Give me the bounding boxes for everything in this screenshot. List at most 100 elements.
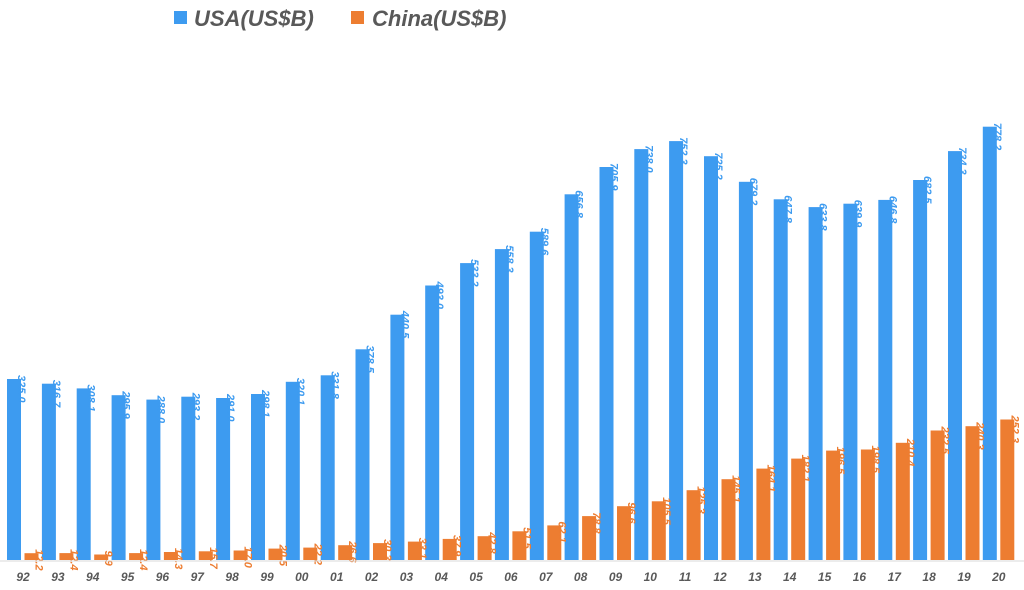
china-bar-96	[163, 552, 178, 560]
usa-bar-06	[494, 249, 509, 560]
usa-data-label-99: 298.1	[259, 389, 271, 418]
usa-bar-20	[982, 126, 997, 560]
china-data-label-04: 37.9	[451, 535, 463, 557]
x-tick-label-09: 09	[609, 570, 623, 584]
x-tick-label-16: 16	[853, 570, 867, 584]
x-tick-label-10: 10	[644, 570, 658, 584]
china-bar-20	[1000, 419, 1015, 560]
x-tick-label-93: 93	[51, 570, 65, 584]
china-data-label-98: 17.0	[242, 547, 254, 569]
china-bar-00	[303, 547, 318, 560]
x-tick-label-07: 07	[539, 570, 554, 584]
china-data-label-00: 22.2	[311, 543, 323, 565]
usa-bar-18	[913, 180, 928, 560]
usa-data-label-92: 325.0	[15, 375, 27, 403]
x-tick-label-18: 18	[922, 570, 936, 584]
x-tick-label-92: 92	[16, 570, 30, 584]
usa-bar-05	[460, 263, 475, 560]
china-bar-08	[582, 516, 597, 560]
china-data-label-14: 182.1	[799, 455, 811, 483]
china-bar-92	[24, 553, 39, 560]
usa-bar-11	[669, 141, 684, 560]
china-data-label-97: 15.7	[207, 547, 219, 569]
china-bar-11	[686, 490, 701, 560]
x-tick-label-04: 04	[435, 570, 449, 584]
usa-data-label-16: 639.9	[851, 200, 863, 228]
usa-data-label-94: 308.1	[85, 384, 97, 412]
usa-data-label-95: 295.9	[120, 390, 132, 419]
x-tick-label-95: 95	[121, 570, 135, 584]
china-bar-09	[617, 506, 631, 560]
x-tick-label-06: 06	[504, 570, 518, 584]
usa-data-label-17: 646.8	[886, 196, 898, 224]
china-data-label-19: 240.3	[974, 421, 986, 450]
china-bar-98	[233, 550, 248, 560]
legend-swatch-china	[351, 11, 364, 24]
usa-bar-17	[878, 199, 893, 560]
x-tick-label-17: 17	[888, 570, 903, 584]
usa-data-label-00: 320.1	[294, 378, 306, 406]
usa-data-label-01: 331.8	[329, 371, 341, 399]
usa-bar-04	[425, 285, 440, 560]
usa-bar-03	[390, 314, 405, 560]
usa-data-label-04: 493.0	[433, 281, 445, 310]
usa-bar-14	[773, 199, 788, 561]
legend-label-usa: USA(US$B)	[194, 6, 314, 31]
usa-bar-02	[355, 349, 370, 560]
legend: USA(US$B) China(US$B)	[174, 6, 506, 31]
china-bar-10	[651, 501, 666, 560]
china-data-label-99: 20.5	[277, 544, 289, 567]
china-bar-93	[59, 553, 74, 560]
x-tick-label-00: 00	[295, 570, 309, 584]
china-bar-01	[338, 545, 353, 560]
usa-bar-08	[564, 194, 579, 561]
usa-data-label-02: 378.5	[364, 345, 376, 373]
x-tick-label-01: 01	[330, 570, 344, 584]
x-tick-label-13: 13	[748, 570, 762, 584]
china-data-label-17: 210.4	[904, 438, 916, 467]
china-bar-07	[547, 525, 562, 560]
china-data-label-12: 145.1	[730, 475, 742, 503]
usa-data-label-12: 725.2	[712, 152, 724, 180]
china-data-label-06: 51.5	[520, 527, 532, 549]
usa-data-label-19: 734.3	[956, 147, 968, 175]
legend-swatch-usa	[174, 11, 187, 24]
usa-data-label-20: 778.2	[991, 123, 1003, 151]
china-bar-15	[826, 450, 841, 560]
china-data-label-05: 42.8	[486, 531, 498, 554]
usa-bar-95	[111, 395, 126, 560]
usa-bar-10	[634, 149, 649, 560]
x-tick-label-02: 02	[365, 570, 379, 584]
usa-bar-16	[843, 203, 858, 560]
china-bar-06	[512, 531, 527, 560]
china-bar-12	[721, 479, 736, 560]
x-tick-label-14: 14	[783, 570, 797, 584]
china-bar-94	[94, 554, 109, 560]
china-data-label-18: 232.5	[939, 426, 951, 455]
usa-bar-98	[216, 398, 231, 560]
x-tick-label-20: 20	[991, 570, 1006, 584]
usa-data-label-18: 682.5	[921, 176, 933, 204]
china-data-label-92: 12.2	[33, 549, 45, 570]
usa-bar-99	[251, 394, 265, 560]
usa-data-label-93: 316.7	[50, 380, 62, 408]
china-data-label-03: 33.1	[416, 538, 428, 559]
x-tick-label-97: 97	[191, 570, 206, 584]
china-bar-16	[860, 449, 875, 560]
china-data-label-09: 96.6	[625, 502, 637, 524]
usa-data-label-09: 705.9	[608, 163, 620, 191]
usa-bar-01	[320, 375, 335, 560]
x-tick-label-96: 96	[156, 570, 170, 584]
china-data-label-11: 125.3	[695, 486, 707, 514]
data-labels: 325.0 12.2 316.7 12.4 308.1 9.9 295.9 12.4 288.0…	[15, 123, 1020, 571]
x-tick-label-12: 12	[713, 570, 727, 584]
legend-label-china: China(US$B)	[372, 6, 506, 31]
china-bar-19	[965, 426, 980, 560]
x-tick-label-05: 05	[469, 570, 483, 584]
usa-data-label-13: 679.2	[747, 178, 759, 206]
x-tick-label-98: 98	[225, 570, 239, 584]
china-data-label-15: 196.5	[834, 447, 846, 475]
usa-bar-09	[599, 167, 614, 560]
x-tick-label-08: 08	[574, 570, 588, 584]
china-data-label-07: 62.1	[555, 521, 567, 542]
